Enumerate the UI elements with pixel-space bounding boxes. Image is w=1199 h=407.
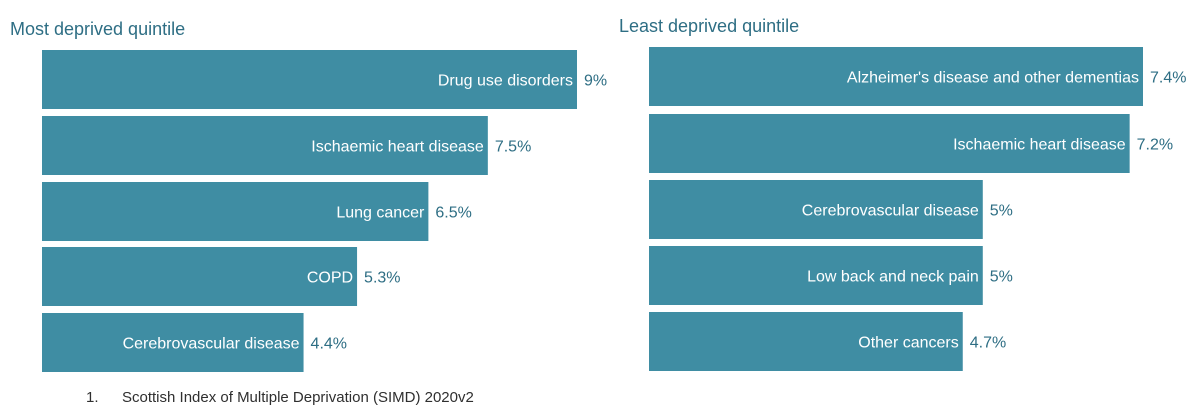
least-value-label-3: 5% [990,203,1013,220]
most-bar-label-5: Cerebrovascular disease [123,336,300,353]
least-value-label-2: 7.2% [1137,137,1173,154]
most-value-label-1: 9% [584,73,607,90]
most-bar-label-2: Ischaemic heart disease [311,139,484,156]
footnote-text: Scottish Index of Multiple Deprivation (… [122,389,474,406]
most-bar-label-3: Lung cancer [336,205,425,222]
least-bar-4 [649,246,983,305]
most-bar-label-1: Drug use disorders [438,73,573,90]
footnote: 1. Scottish Index of Multiple Deprivation… [86,389,474,406]
most-value-label-3: 6.5% [435,205,471,222]
least-bar-label-3: Cerebrovascular disease [802,203,979,220]
most-bar-4 [42,247,358,306]
least-bar-label-5: Other cancers [858,335,958,352]
most-bar-3 [42,182,429,241]
most-value-label-4: 5.3% [364,270,400,287]
least-bar-2 [649,114,1130,173]
least-bar-3 [649,180,983,239]
footnote-number: 1. [86,389,99,406]
most-deprived-title: Most deprived quintile [10,19,186,39]
least-value-label-4: 5% [990,269,1013,286]
most-bar-2 [42,116,488,175]
least-bar-1 [649,47,1143,106]
least-bar-label-1: Alzheimer's disease and other dementias [847,70,1139,87]
least-deprived-title: Least deprived quintile [619,16,800,36]
most-value-label-5: 4.4% [311,336,347,353]
most-bar-1 [42,50,577,109]
least-bar-5 [649,312,963,371]
least-bar-label-4: Low back and neck pain [807,269,979,286]
least-value-label-5: 4.7% [970,335,1006,352]
most-bar-5 [42,313,304,372]
least-value-label-1: 7.4% [1150,70,1186,87]
least-bar-label-2: Ischaemic heart disease [953,137,1126,154]
most-value-label-2: 7.5% [495,139,531,156]
most-bar-label-4: COPD [307,270,353,287]
